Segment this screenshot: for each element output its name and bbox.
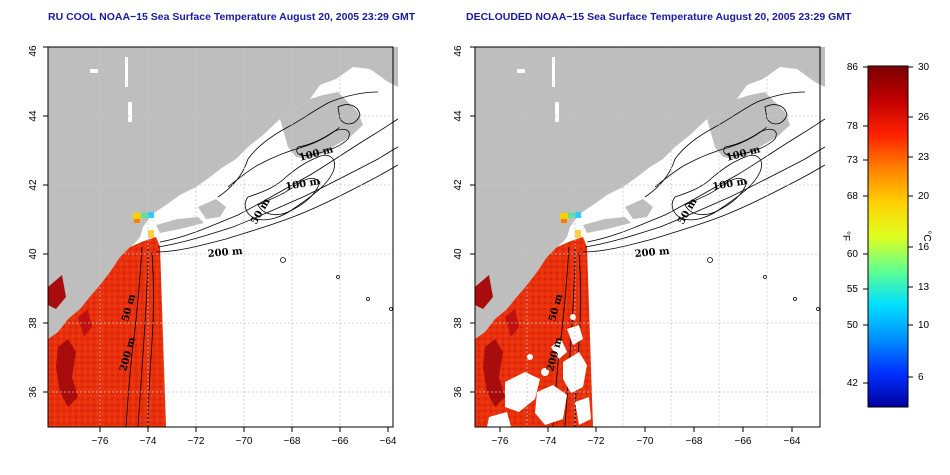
x-tick-label: −74 xyxy=(540,436,557,447)
colorbar-f-label: 55 xyxy=(847,284,859,295)
y-tick-label: 44 xyxy=(453,110,464,122)
x-tick-label: −68 xyxy=(284,436,301,447)
left-map-frame xyxy=(47,46,394,428)
y-tick-label: 38 xyxy=(28,317,39,329)
colorbar-c-label: 13 xyxy=(918,282,930,293)
x-tick-label: −70 xyxy=(637,436,654,447)
colorbar-c-label: 26 xyxy=(918,112,930,123)
right-map: 100 m 100 m 50 m 200 m 50 m 200 m xyxy=(474,46,826,428)
colorbar-c-label: 20 xyxy=(918,191,930,202)
colorbar-f-unit: °F xyxy=(840,231,851,241)
colorbar-scale xyxy=(867,65,909,408)
x-tick-label: −72 xyxy=(588,436,605,447)
y-tick-label: 44 xyxy=(28,110,39,122)
contour-label: 200 m xyxy=(634,246,670,260)
colorbar-c-label: 30 xyxy=(918,62,930,73)
x-tick-label: −76 xyxy=(92,436,109,447)
y-tick-label: 40 xyxy=(453,248,464,260)
x-tick-label: −68 xyxy=(686,436,703,447)
colorbar-c-label: 6 xyxy=(918,372,924,383)
y-tick-label: 46 xyxy=(28,45,39,57)
y-tick-label: 36 xyxy=(28,386,39,398)
x-tick-label: −74 xyxy=(140,436,157,447)
colorbar-f-label: 42 xyxy=(847,378,859,389)
colorbar-f-label: 68 xyxy=(847,191,859,202)
y-tick-label: 38 xyxy=(453,317,464,329)
colorbar: 86 78 73 68 60 55 50 42 30 26 23 20 16 1… xyxy=(840,62,932,408)
contour-label: 200 m xyxy=(207,246,243,260)
left-gridlines xyxy=(48,47,393,427)
left-map: 100 m 100 m 50 m 200 m 50 m 200 m xyxy=(47,46,399,428)
y-tick-label: 46 xyxy=(453,45,464,57)
right-y-axis: 36 38 40 42 44 46 xyxy=(453,45,475,398)
right-map-frame xyxy=(474,46,821,428)
x-tick-label: −72 xyxy=(188,436,205,447)
y-tick-label: 40 xyxy=(28,248,39,260)
y-tick-label: 36 xyxy=(453,386,464,398)
colorbar-c-label: 16 xyxy=(918,242,930,253)
colorbar-f-label: 78 xyxy=(847,121,859,132)
right-gridlines xyxy=(475,47,820,427)
colorbar-c-label: 23 xyxy=(918,152,930,163)
right-panel-title: DECLOUDED NOAA−15 Sea Surface Temperatur… xyxy=(466,11,852,23)
y-tick-label: 42 xyxy=(28,179,39,191)
colorbar-f-label: 86 xyxy=(847,62,859,73)
left-x-axis: −76 −74 −72 −70 −68 −66 −64 xyxy=(92,427,397,447)
colorbar-f-label: 60 xyxy=(847,249,859,260)
y-tick-label: 42 xyxy=(453,179,464,191)
colorbar-f-label: 73 xyxy=(847,155,859,166)
left-panel-title: RU COOL NOAA−15 Sea Surface Temperature … xyxy=(48,11,416,23)
colorbar-f-label: 50 xyxy=(847,320,859,331)
x-tick-label: −64 xyxy=(784,436,801,447)
x-tick-label: −64 xyxy=(380,436,397,447)
x-tick-label: −70 xyxy=(236,436,253,447)
x-tick-label: −66 xyxy=(735,436,752,447)
right-x-axis: −76 −74 −72 −70 −68 −66 −64 xyxy=(492,427,801,447)
x-tick-label: −76 xyxy=(492,436,509,447)
x-tick-label: −66 xyxy=(332,436,349,447)
left-y-axis: 36 38 40 42 44 46 xyxy=(28,45,48,398)
colorbar-c-label: 10 xyxy=(918,320,930,331)
colorbar-c-unit: °C xyxy=(921,230,932,241)
